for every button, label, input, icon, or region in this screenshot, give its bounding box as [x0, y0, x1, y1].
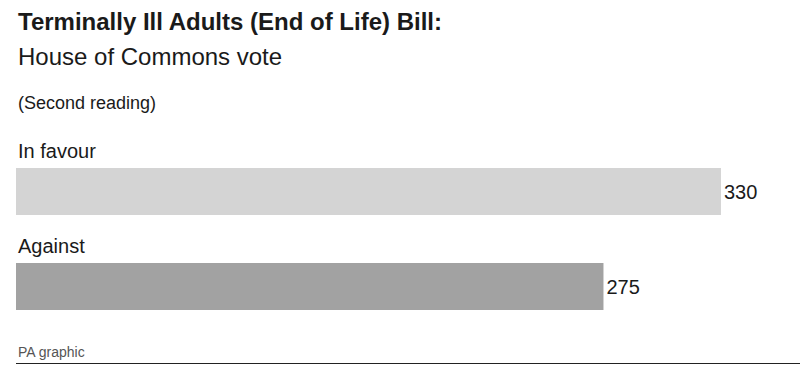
- svg-text:In favour: In favour: [18, 140, 96, 162]
- svg-text:House of Commons vote: House of Commons vote: [18, 43, 282, 70]
- svg-text:330: 330: [724, 181, 757, 203]
- svg-text:275: 275: [606, 276, 639, 298]
- svg-text:PA graphic: PA graphic: [18, 344, 85, 360]
- svg-text:Against: Against: [18, 235, 85, 257]
- svg-text:(Second reading): (Second reading): [18, 93, 156, 113]
- svg-text:Terminally Ill Adults (End of: Terminally Ill Adults (End of Life) Bill…: [18, 8, 442, 35]
